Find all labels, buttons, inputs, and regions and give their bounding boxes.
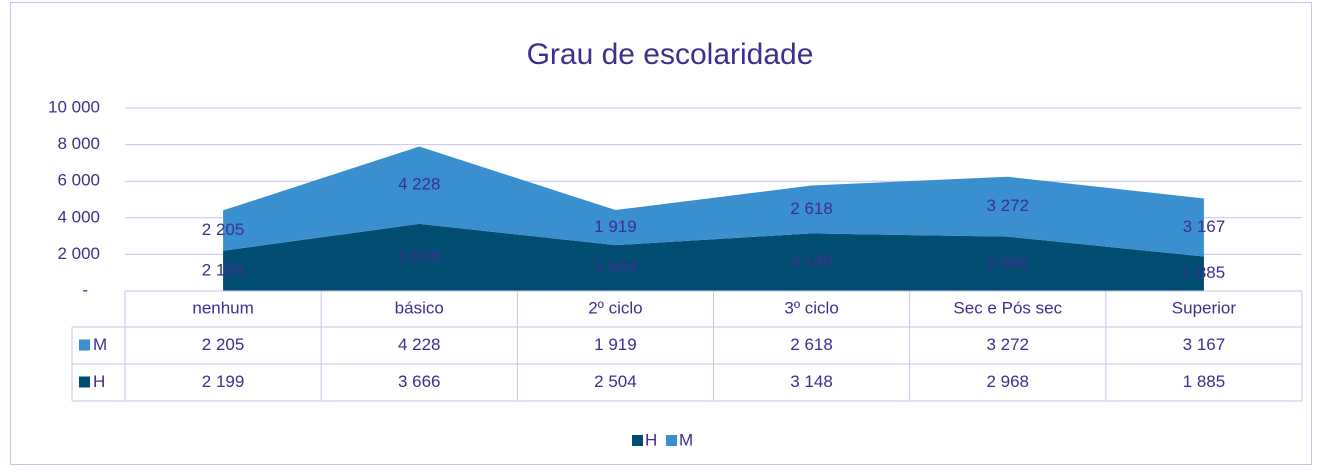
x-tick-label: básico <box>395 298 444 317</box>
table-cell: 1 919 <box>594 335 637 354</box>
data-label: 1 919 <box>594 217 637 236</box>
data-label: 2 968 <box>986 253 1029 272</box>
legend-key <box>666 435 677 446</box>
area <box>223 146 1204 257</box>
legend-label: H <box>645 430 657 449</box>
data-label: 2 618 <box>790 199 833 218</box>
table-cell: 2 618 <box>790 335 833 354</box>
table-cell: 2 199 <box>202 372 245 391</box>
data-label: 4 228 <box>398 175 441 194</box>
table-cell: 3 272 <box>986 335 1029 354</box>
legend-label: M <box>679 430 693 449</box>
table-cell: 2 968 <box>986 372 1029 391</box>
data-label: 1 885 <box>1183 263 1226 282</box>
table-cell: 2 205 <box>202 335 245 354</box>
data-label: 3 272 <box>986 196 1029 215</box>
legend-key <box>632 435 643 446</box>
table-cell: 3 666 <box>398 372 441 391</box>
y-tick-label: 8 000 <box>57 134 100 153</box>
y-tick-label: 4 000 <box>57 207 100 226</box>
table-series-name: H <box>93 372 105 391</box>
table-cell: 1 885 <box>1183 372 1226 391</box>
y-tick-label: 10 000 <box>48 97 100 116</box>
data-label: 3 666 <box>398 247 441 266</box>
data-label: 3 167 <box>1183 217 1226 236</box>
y-tick-label: 6 000 <box>57 171 100 190</box>
x-tick-label: 3º ciclo <box>784 298 838 317</box>
y-tick-label: 2 000 <box>57 244 100 263</box>
table-cell: 4 228 <box>398 335 441 354</box>
data-label: 3 148 <box>790 252 833 271</box>
area <box>223 223 1204 291</box>
table-cell: 3 167 <box>1183 335 1226 354</box>
table-cell: 3 148 <box>790 372 833 391</box>
data-label: 2 504 <box>594 258 637 277</box>
table-legend-key <box>79 376 90 388</box>
table-series-name: M <box>93 335 107 354</box>
data-label: 2 205 <box>202 220 245 239</box>
x-tick-label: 2º ciclo <box>588 298 642 317</box>
chart-title: Grau de escolaridade <box>527 38 814 71</box>
y-tick-label: - <box>82 280 88 299</box>
x-tick-label: nenhum <box>192 298 253 317</box>
x-tick-label: Sec e Pós sec <box>953 298 1062 317</box>
x-tick-label: Superior <box>1172 298 1237 317</box>
data-label: 2 199 <box>202 260 245 279</box>
table-legend-key <box>79 339 90 351</box>
table-cell: 2 504 <box>594 372 637 391</box>
